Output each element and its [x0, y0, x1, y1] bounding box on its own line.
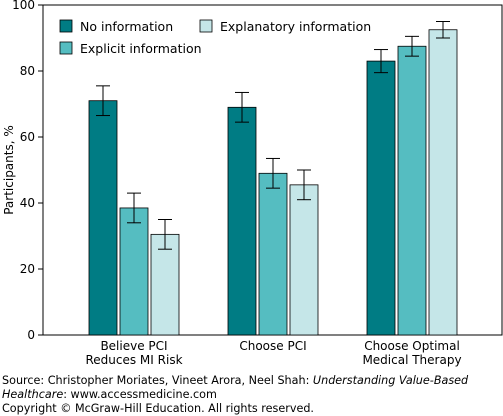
- source-note: Source: Christopher Moriates, Vineet Aro…: [2, 374, 502, 416]
- x-category-label: Reduces MI Risk: [85, 353, 182, 367]
- y-axis-title: Participants, %: [2, 125, 16, 215]
- legend-label: Explicit information: [80, 41, 202, 56]
- y-tick-label: 60: [20, 130, 35, 144]
- bar: [397, 45, 427, 336]
- bar: [366, 60, 396, 336]
- y-tick-label: 40: [20, 196, 35, 210]
- bar: [227, 106, 257, 336]
- bar: [258, 172, 288, 336]
- legend-label: Explanatory information: [220, 19, 371, 34]
- bar: [119, 207, 149, 336]
- y-tick-label: 80: [20, 64, 35, 78]
- bar: [88, 100, 118, 336]
- y-tick-label: 100: [12, 0, 35, 12]
- x-category-label: Choose PCI: [239, 339, 306, 353]
- legend-swatch: [59, 41, 73, 55]
- legend-swatch: [59, 19, 73, 33]
- source-prefix: Source: Christopher Moriates, Vineet Aro…: [2, 374, 313, 387]
- legend-swatch: [199, 19, 213, 33]
- y-tick-label: 20: [20, 262, 35, 276]
- y-tick-label: 0: [27, 328, 35, 342]
- bar: [150, 233, 180, 336]
- source-book-title: Understanding Value-Based Healthcare: [2, 374, 469, 401]
- x-category-label: Choose Optimal: [364, 339, 460, 353]
- bar: [289, 184, 319, 336]
- x-category-label: Believe PCI: [100, 339, 167, 353]
- source-copyright: Copyright © McGraw-Hill Education. All r…: [2, 402, 314, 415]
- legend-label: No information: [80, 19, 173, 34]
- source-suffix: : www.accessmedicine.com: [63, 388, 217, 401]
- bar: [428, 29, 458, 336]
- x-category-label: Medical Therapy: [362, 353, 461, 367]
